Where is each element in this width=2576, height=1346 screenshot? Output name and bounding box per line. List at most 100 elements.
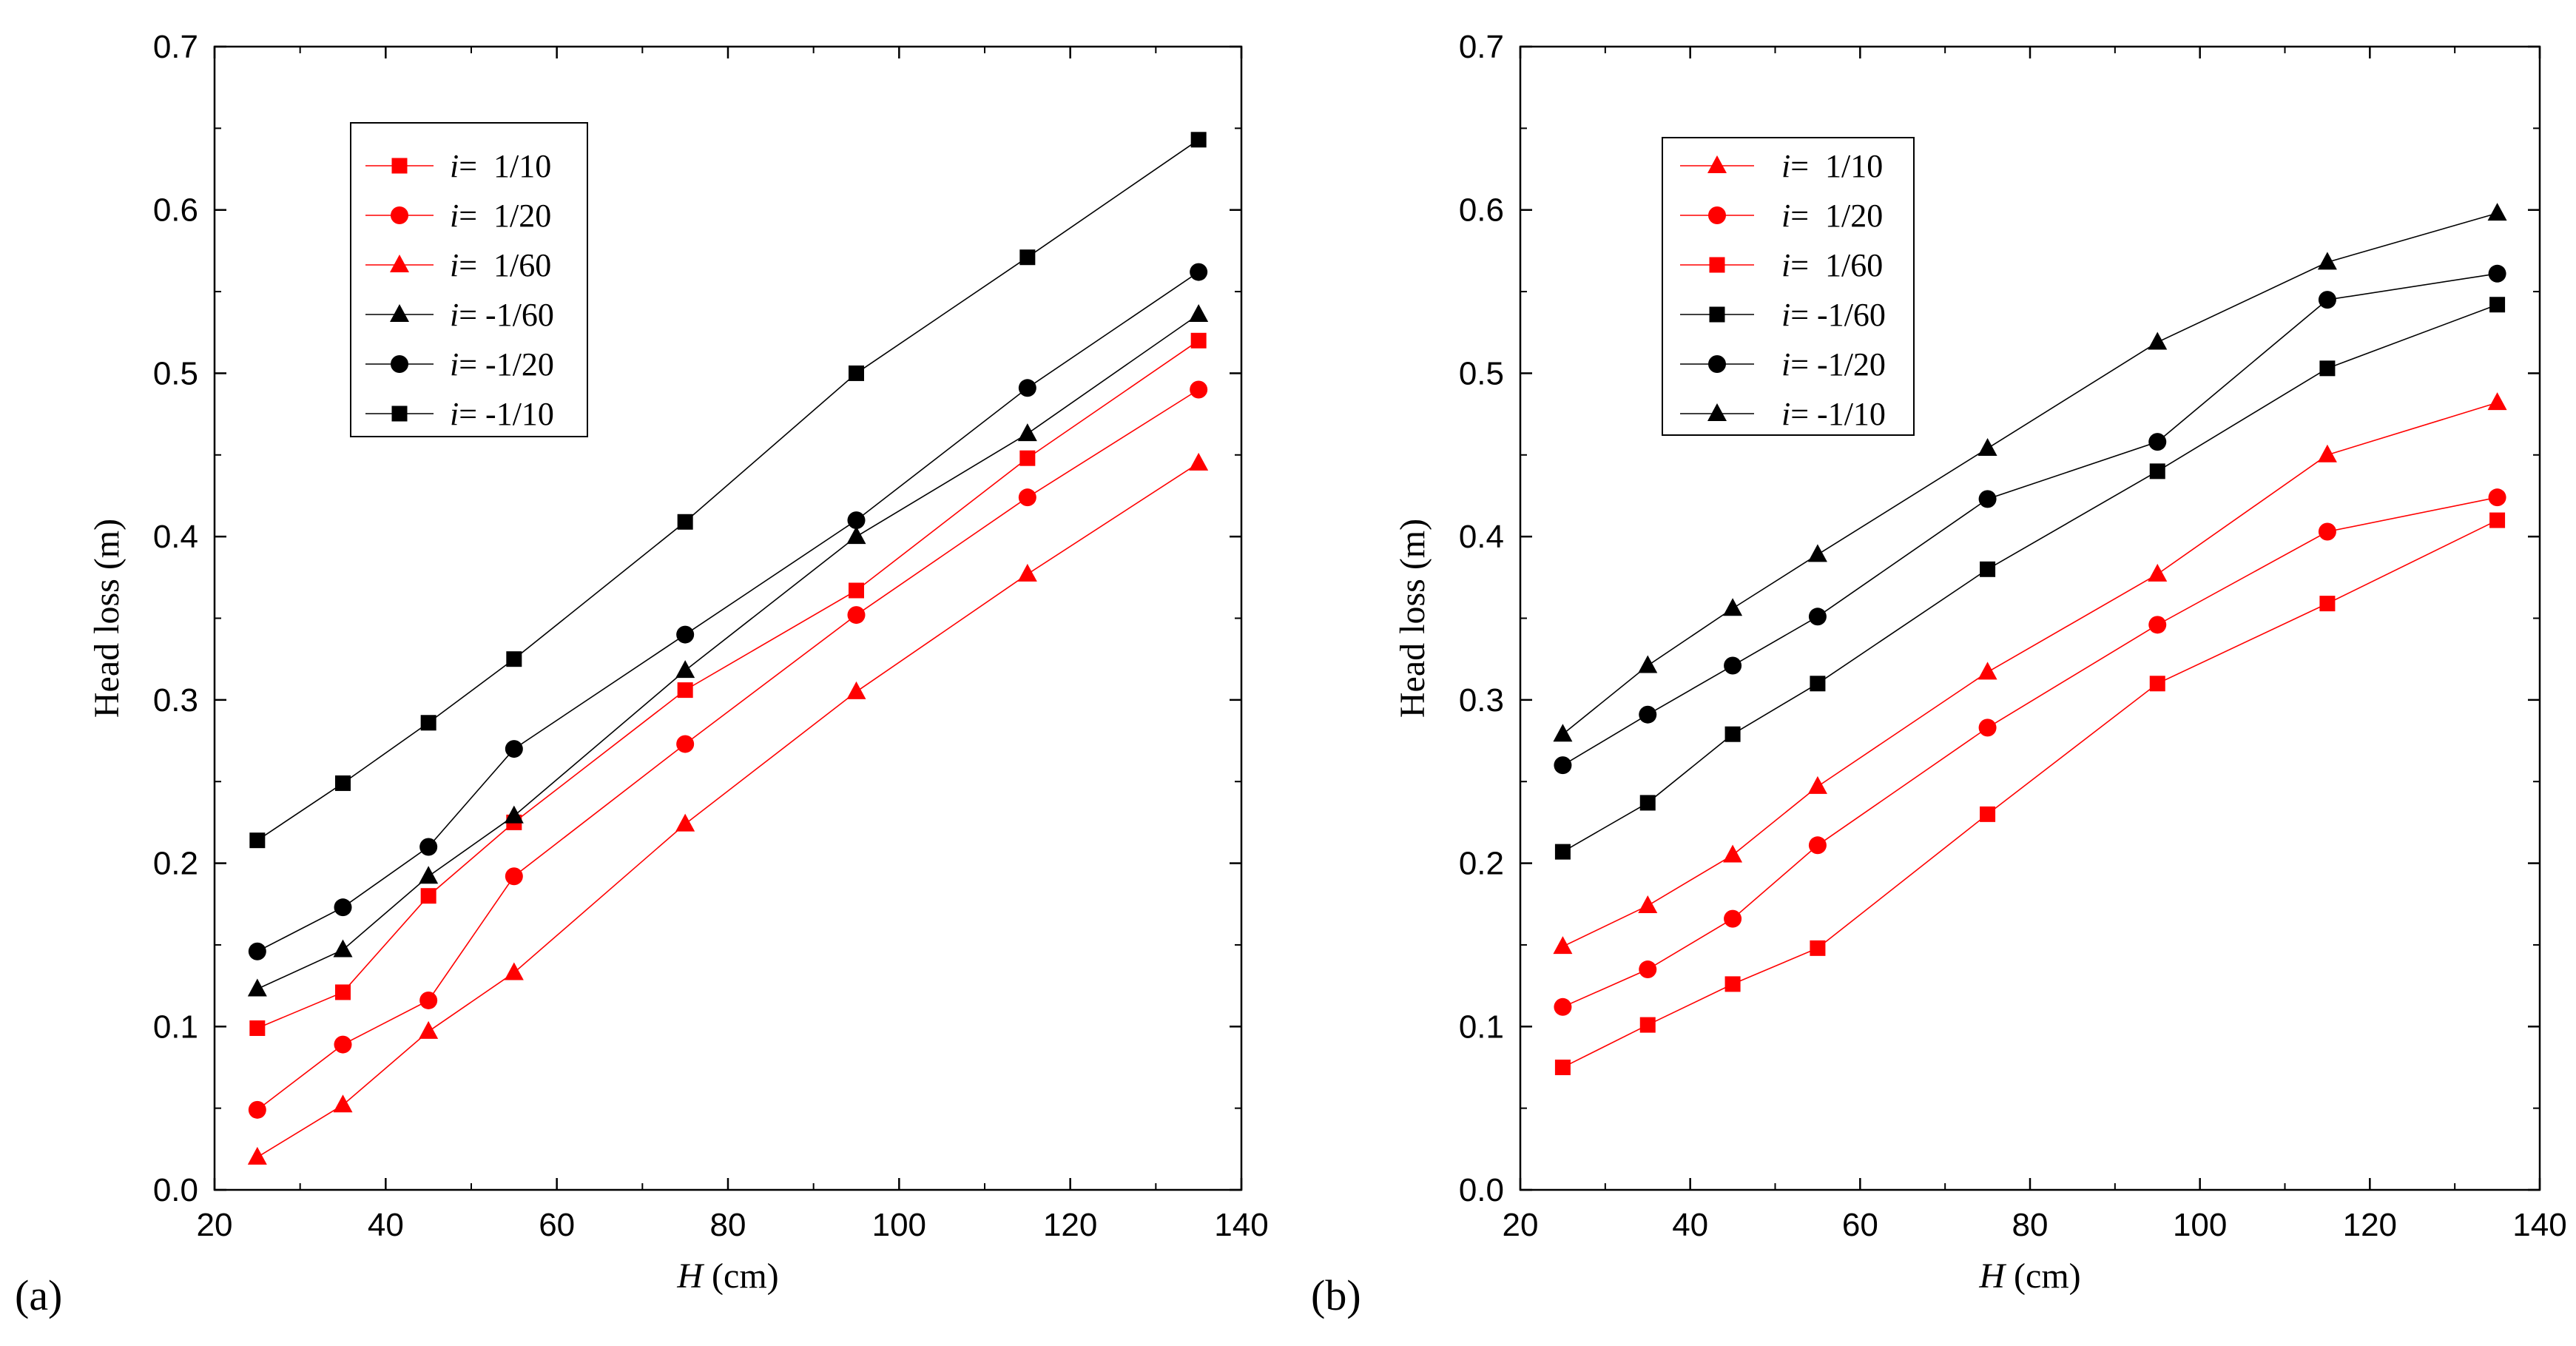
x-tick-label: 40 [368,1207,404,1243]
x-tick-label: 120 [1043,1207,1097,1243]
series-line-3 [1562,303,2498,852]
series-line-5 [1562,212,2498,735]
x-axis-title: H (cm) [1978,1256,2080,1296]
legend-label-value: = -1/20 [1790,346,1886,383]
data-point-series-2 [846,681,866,699]
data-point-series-0 [1807,775,1827,794]
x-axis-title-unit: (cm) [712,1256,779,1296]
legend-label: i= -1/60 [1781,297,1886,333]
series-line-4 [257,271,1199,952]
data-point-series-5 [1977,437,1997,456]
legend-label-variable: i [1781,297,1790,333]
data-point-series-1 [1018,488,1036,507]
data-point-series-1 [847,606,866,625]
chart-panel-a: 20 40 60 80 100 120 140 0.0 0.1 0.2 0.3 0.4 0.5 0.6 0.… [87,29,1269,1296]
data-point-series-3 [2489,297,2506,313]
data-point-series-4 [2488,264,2506,283]
legend-marker [1707,155,1727,173]
legend-label-value: = -1/60 [1790,297,1886,333]
legend-label-variable: i [450,297,459,333]
y-tick-label: 0.0 [153,1172,198,1208]
legend-marker [391,158,408,174]
data-point-series-0 [1190,332,1207,349]
data-point-series-3 [333,939,353,958]
data-point-series-4 [505,740,523,758]
data-point-series-0 [677,682,693,699]
y-tick-label: 0.5 [153,355,198,391]
x-tick-label: 20 [1503,1207,1539,1243]
y-tick-label: 0.5 [1459,355,1504,391]
legend-label-variable: i [450,247,459,283]
data-point-series-3 [675,660,695,679]
data-point-series-4 [676,625,695,644]
legend-label-value: = 1/20 [1790,198,1883,234]
data-point-series-1 [2148,616,2167,634]
data-point-series-0 [1977,662,1997,680]
chart-panel-b: 20 40 60 80 100 120 140 0.0 0.1 0.2 0.3 0.4 0.5 0.6 0.… [1393,29,2567,1296]
legend-label: i= 1/60 [450,247,551,283]
data-point-series-3 [504,805,524,824]
data-point-series-1 [1190,380,1208,399]
series-line-4 [1562,273,2498,766]
data-point-series-3 [1189,303,1209,322]
legend-label: i= -1/10 [450,396,554,432]
y-tick-label: 0.1 [1459,1009,1504,1045]
data-point-series-4 [248,942,266,960]
legend-label-value: = -1/10 [459,396,554,432]
legend-label: i= -1/60 [450,297,554,333]
data-point-series-3 [419,866,439,884]
data-point-series-1 [1978,719,1997,737]
legend-label-value: = 1/10 [459,148,551,184]
legend-label: i= 1/10 [1781,148,1883,184]
legend-marker [390,255,409,272]
x-tick-label: 40 [1672,1207,1708,1243]
data-point-series-5 [1807,544,1827,562]
data-point-series-1 [1554,997,1572,1016]
legend-label: i= 1/10 [450,148,551,184]
legend-marker [391,206,408,224]
data-point-series-5 [2148,332,2168,350]
data-point-series-1 [1724,909,1742,928]
x-tick-label: 100 [872,1207,926,1243]
series-line-1 [1562,497,2498,1008]
y-axis-title: Head loss (m) [1393,519,1432,718]
x-tick-label: 80 [710,1207,746,1243]
y-tick-label: 0.4 [153,519,198,555]
data-point-series-4 [2318,291,2336,309]
data-point-series-5 [420,715,436,731]
data-point-series-2 [2489,512,2506,528]
data-point-series-4 [1978,490,1997,508]
y-tick-label: 0.7 [153,29,198,65]
data-point-series-5 [1638,655,1658,673]
y-tick-label: 0.4 [1459,519,1504,555]
data-point-series-1 [1639,960,1657,979]
series-line-3 [257,314,1199,990]
data-point-series-2 [1980,806,1996,822]
data-point-series-3 [1639,795,1656,811]
data-point-series-0 [1638,895,1658,913]
data-point-series-3 [2319,360,2336,377]
x-tick-label: 140 [2512,1207,2566,1243]
x-tick-label: 80 [2012,1207,2049,1243]
series-line-5 [257,139,1199,841]
data-point-series-0 [2317,444,2337,462]
data-point-series-2 [419,1020,439,1039]
data-point-series-5 [335,775,351,791]
data-point-series-4 [334,898,352,917]
y-axis-title: Head loss (m) [87,519,127,718]
legend-marker [1709,306,1725,323]
data-point-series-5 [2317,252,2337,270]
series-line-0 [1562,402,2498,947]
data-point-series-0 [335,984,351,1000]
data-point-series-4 [1190,263,1208,281]
legend-marker [1708,206,1726,224]
legend-label: i= 1/20 [450,198,551,234]
data-point-series-4 [2148,433,2167,451]
data-point-series-2 [1554,1059,1571,1075]
data-point-series-0 [2487,392,2507,411]
legend-label-variable: i [1781,346,1790,383]
data-point-series-1 [334,1035,352,1054]
series-line-1 [257,388,1199,1111]
legend-box [1662,137,1915,436]
y-tick-label: 0.6 [153,192,198,229]
